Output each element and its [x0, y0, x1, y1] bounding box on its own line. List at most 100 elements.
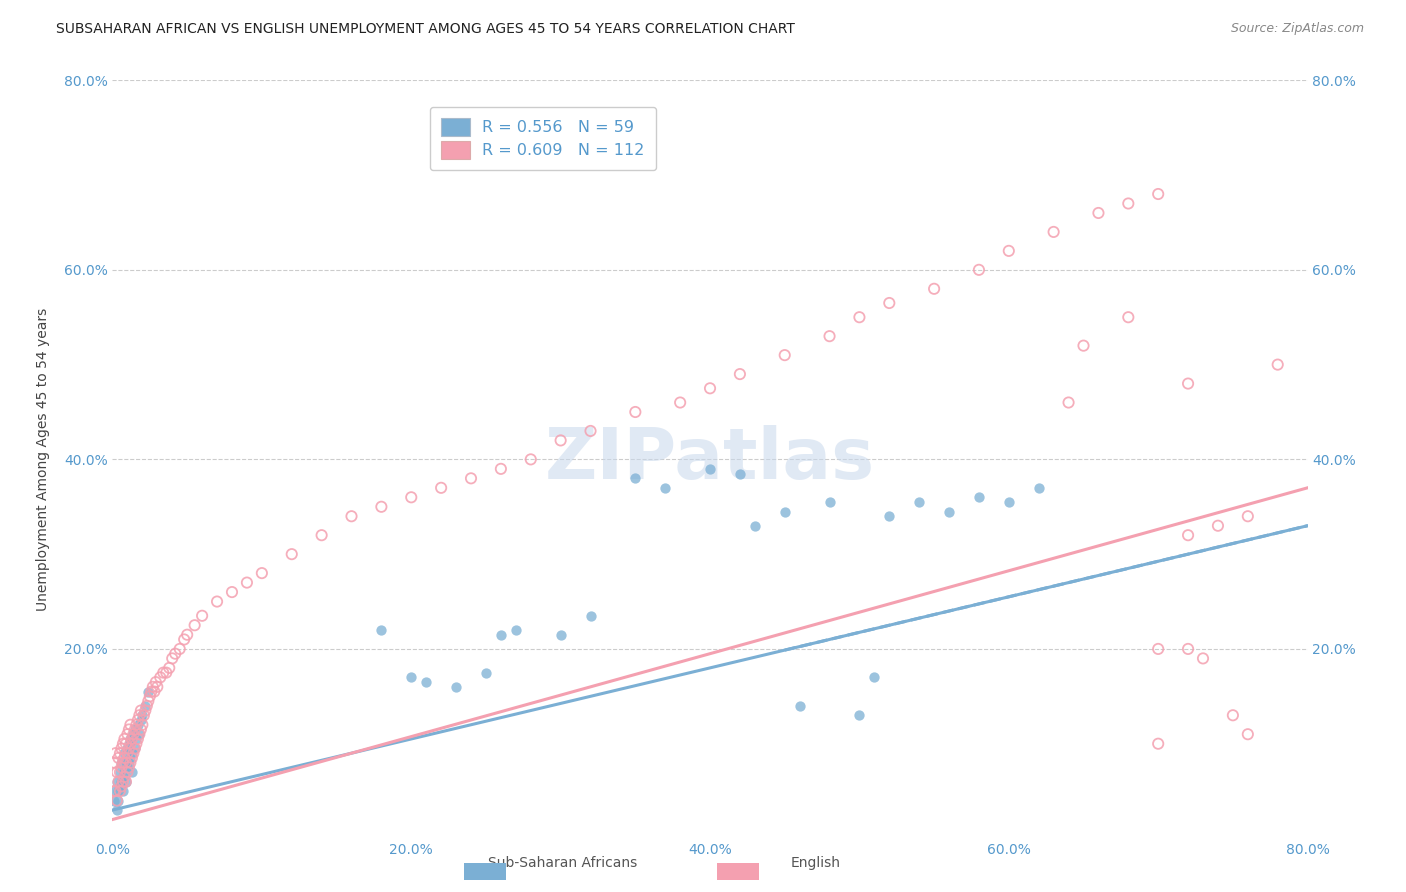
Point	[117, 746, 139, 760]
Point	[579, 424, 602, 438]
Point	[818, 495, 841, 509]
Point	[1177, 376, 1199, 391]
Point	[121, 746, 143, 760]
Point	[108, 765, 131, 780]
Point	[1192, 651, 1215, 665]
Point	[105, 774, 128, 789]
Point	[122, 746, 145, 760]
Point	[124, 723, 146, 737]
Point	[118, 741, 141, 756]
Point	[122, 727, 145, 741]
Point	[773, 348, 796, 362]
Point	[127, 717, 149, 731]
Point	[124, 723, 146, 737]
Point	[143, 684, 166, 698]
Point	[134, 704, 156, 718]
Point	[121, 751, 143, 765]
Point	[110, 741, 132, 756]
Point	[111, 774, 134, 789]
Point	[1206, 518, 1229, 533]
Point	[103, 784, 125, 798]
Point	[1087, 206, 1109, 220]
Point	[998, 495, 1021, 509]
Point	[132, 708, 155, 723]
Point	[938, 504, 960, 518]
Point	[183, 618, 205, 632]
Point	[114, 770, 135, 784]
Point	[152, 665, 174, 680]
Point	[401, 670, 423, 684]
Point	[110, 774, 132, 789]
Point	[129, 723, 152, 737]
Point	[115, 774, 138, 789]
Point	[108, 780, 131, 794]
Point	[114, 765, 135, 780]
Point	[110, 760, 132, 774]
Point	[236, 575, 259, 590]
Point	[114, 746, 135, 760]
Point	[281, 547, 304, 561]
Point	[908, 495, 931, 509]
Text: Source: ZipAtlas.com: Source: ZipAtlas.com	[1230, 22, 1364, 36]
Point	[127, 713, 149, 727]
Legend: R = 0.556   N = 59, R = 0.609   N = 112: R = 0.556 N = 59, R = 0.609 N = 112	[430, 107, 655, 170]
Point	[922, 282, 945, 296]
Point	[108, 765, 131, 780]
Point	[550, 434, 572, 448]
Point	[155, 665, 177, 680]
Point	[176, 628, 198, 642]
Point	[967, 263, 990, 277]
Point	[744, 518, 766, 533]
Point	[138, 694, 160, 708]
Point	[120, 756, 142, 770]
Point	[105, 803, 128, 817]
Point	[121, 731, 143, 746]
Point	[124, 741, 146, 756]
Point	[125, 731, 148, 746]
Point	[131, 708, 153, 723]
Point	[117, 760, 139, 774]
Text: SUBSAHARAN AFRICAN VS ENGLISH UNEMPLOYMENT AMONG AGES 45 TO 54 YEARS CORRELATION: SUBSAHARAN AFRICAN VS ENGLISH UNEMPLOYME…	[56, 22, 796, 37]
Point	[107, 751, 129, 765]
Point	[489, 628, 512, 642]
Point	[134, 698, 156, 713]
Point	[221, 585, 243, 599]
Point	[142, 680, 165, 694]
Point	[122, 727, 145, 741]
Point	[879, 296, 901, 310]
Point	[114, 751, 135, 765]
Point	[108, 746, 131, 760]
Point	[120, 731, 142, 746]
Point	[128, 727, 150, 741]
Point	[128, 708, 150, 723]
Point	[125, 737, 148, 751]
Point	[699, 462, 721, 476]
Point	[1118, 196, 1140, 211]
Point	[120, 737, 142, 751]
Point	[105, 794, 128, 808]
Point	[162, 651, 183, 665]
Point	[998, 244, 1021, 258]
Point	[818, 329, 841, 343]
Point	[1147, 187, 1170, 202]
Point	[117, 765, 139, 780]
Point	[125, 717, 148, 731]
Point	[1073, 338, 1095, 352]
Point	[728, 467, 751, 481]
Point	[460, 471, 482, 485]
Point	[120, 751, 142, 765]
Point	[370, 623, 392, 637]
Point	[135, 698, 157, 713]
Point	[118, 723, 141, 737]
Point	[103, 756, 125, 770]
Point	[115, 756, 138, 770]
Point	[205, 594, 228, 608]
Point	[191, 608, 214, 623]
Point	[967, 491, 990, 505]
Point	[415, 675, 437, 690]
Point	[699, 381, 721, 395]
Point	[111, 737, 134, 751]
Point	[863, 670, 886, 684]
Point	[131, 717, 153, 731]
Point	[129, 704, 152, 718]
